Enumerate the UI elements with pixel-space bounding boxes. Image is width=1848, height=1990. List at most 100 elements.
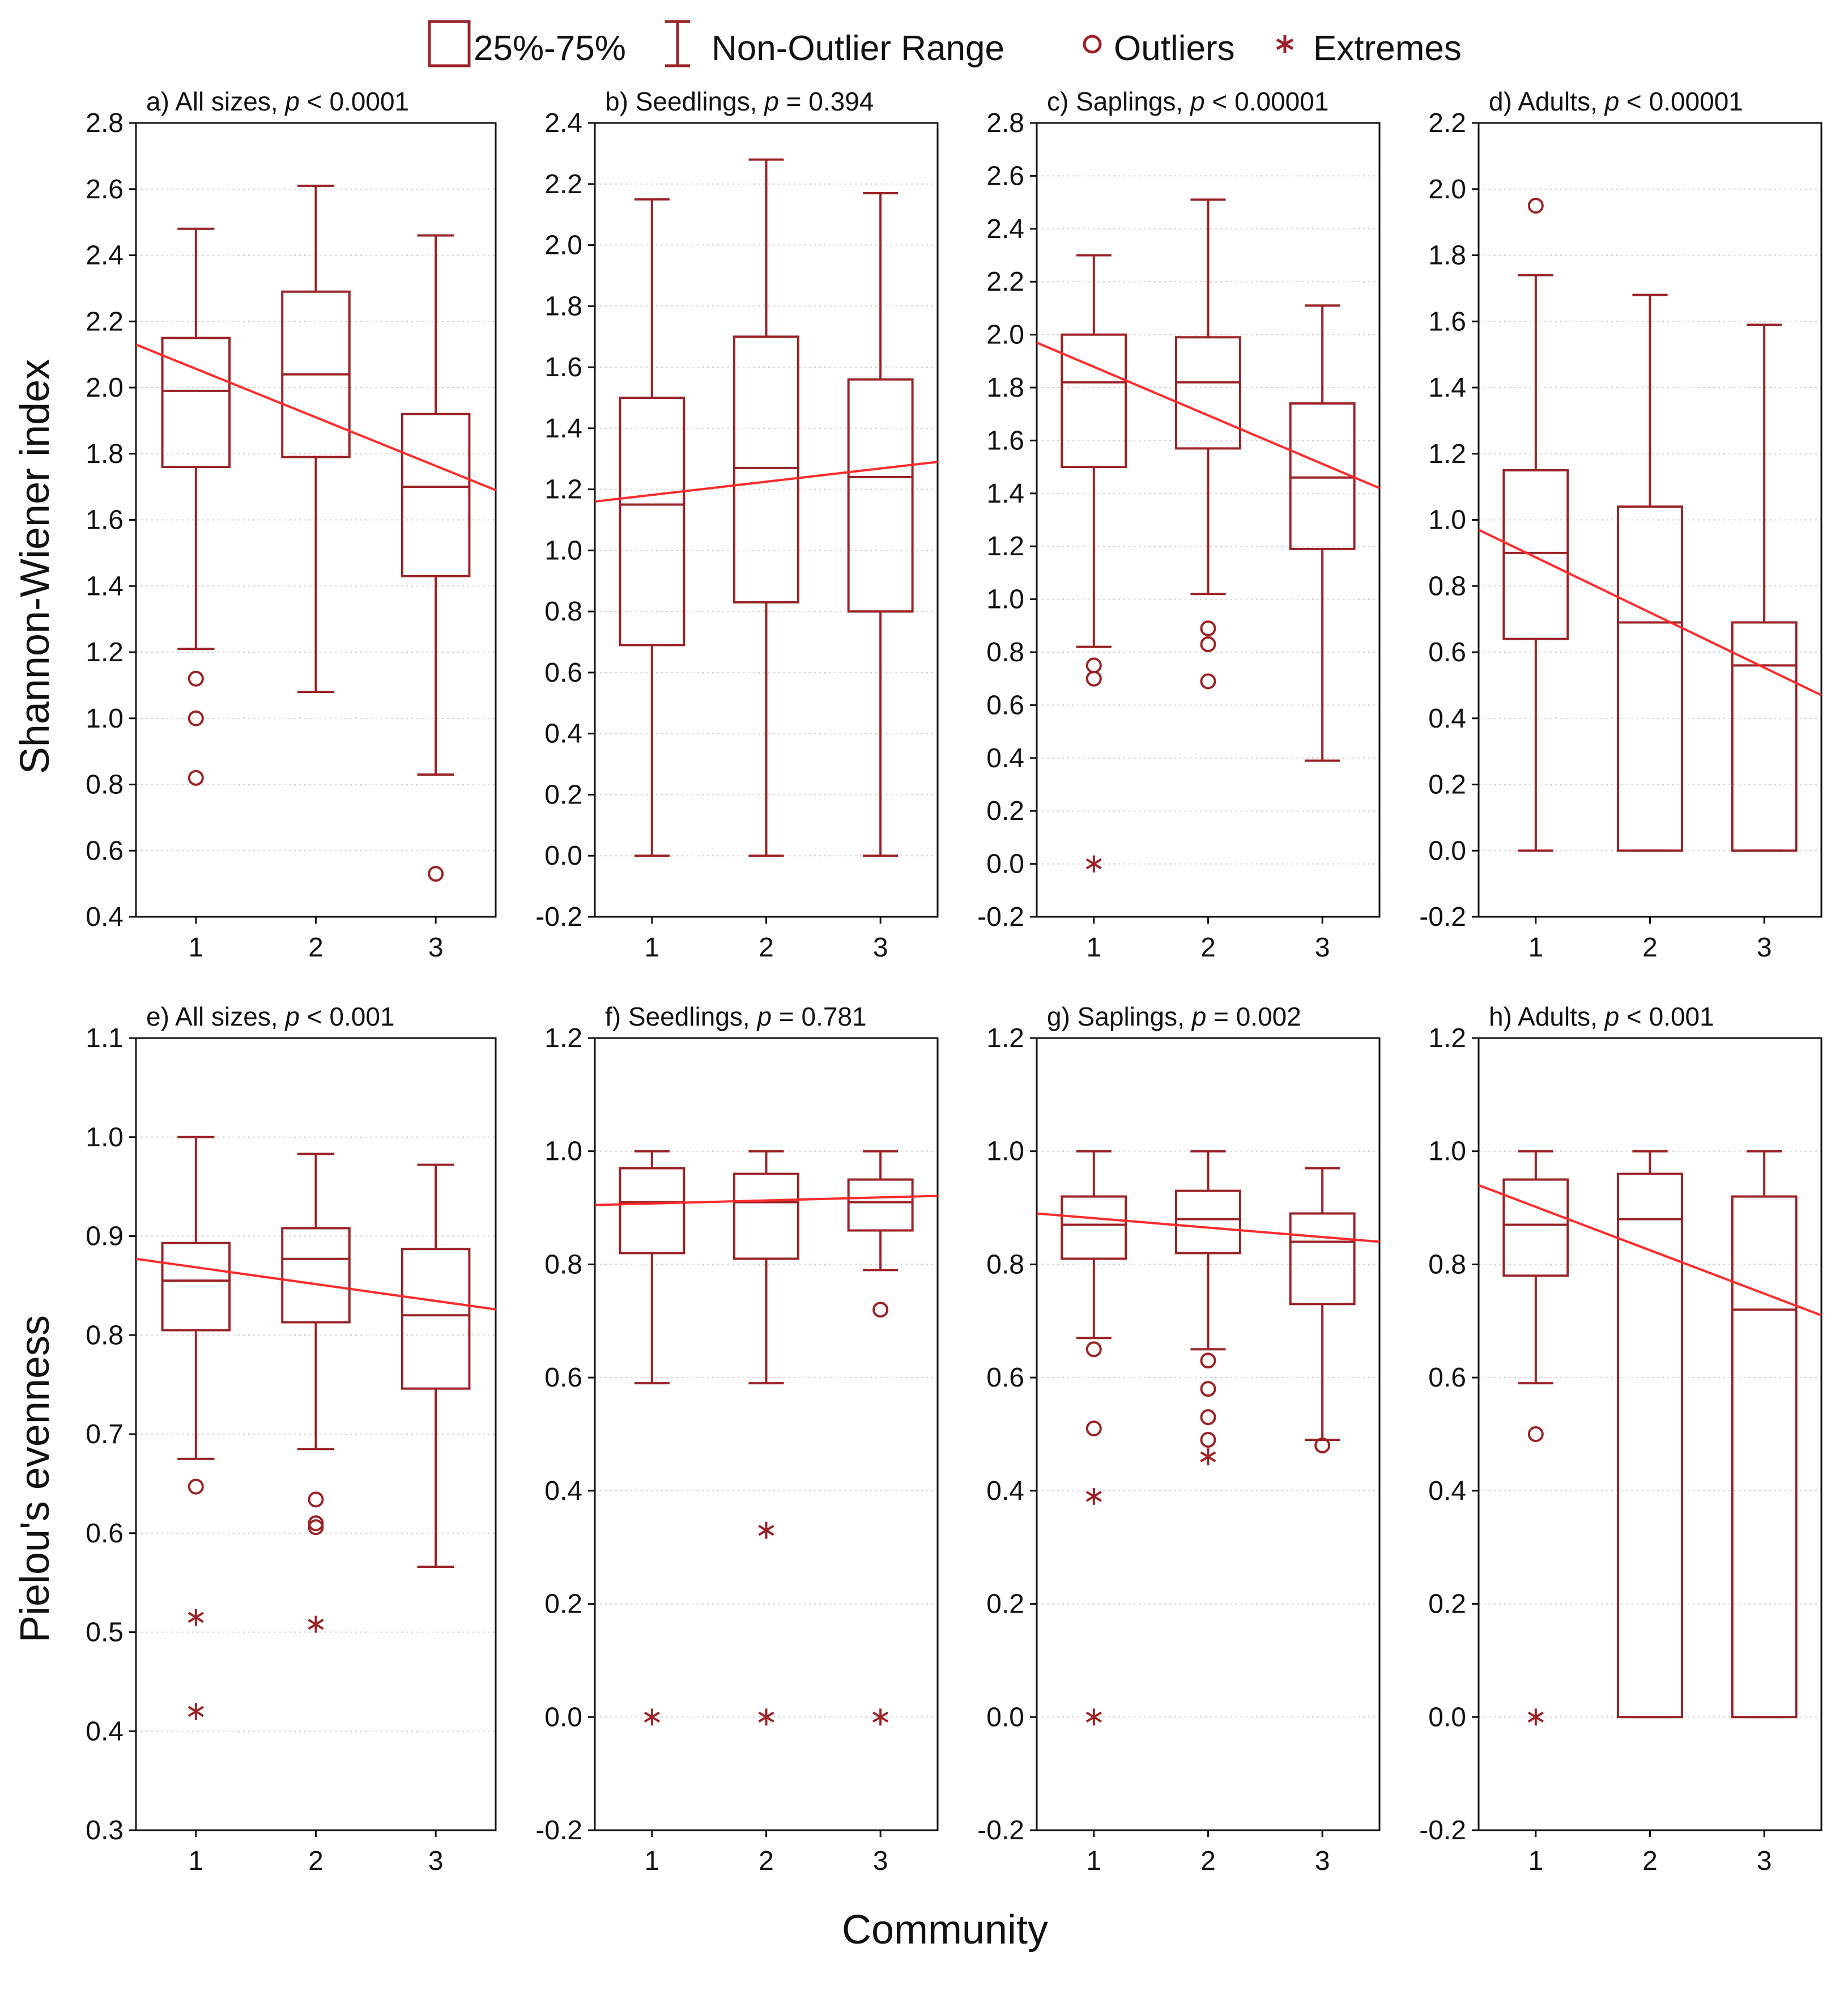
legend-whisker-label: Non-Outlier Range <box>712 29 1004 68</box>
iqr-box <box>1289 402 1356 550</box>
y-tick-label: 0.4 <box>544 719 582 749</box>
extreme-stroke <box>758 1711 774 1723</box>
x-tick-label: 3 <box>1315 1846 1330 1876</box>
p-symbol: p <box>763 87 779 116</box>
iqr-box <box>1617 1172 1683 1719</box>
outlier-point <box>1200 636 1216 652</box>
y-tick-label: 0.0 <box>986 849 1024 879</box>
y-tick-label: 0.4 <box>986 1476 1024 1506</box>
panel-title-text: g) Saplings, <box>1047 1002 1192 1031</box>
y-tick-label: 0.8 <box>86 1320 124 1350</box>
panel-title-text: a) All sizes, <box>146 87 285 116</box>
p-comparison: = 0.002 <box>1206 1002 1301 1031</box>
y-tick-label: 0.8 <box>1428 571 1466 601</box>
panel-p-value: p = 0.394 <box>763 87 874 116</box>
y-tick-label: 1.4 <box>986 479 1024 509</box>
outlier-point <box>1200 1381 1216 1397</box>
y-tick-label: 1.2 <box>544 1023 582 1053</box>
extreme-point <box>1527 1708 1544 1726</box>
x-tick-label: 2 <box>759 933 774 963</box>
box-category-2 <box>281 184 351 694</box>
outlier-point <box>1527 1426 1544 1442</box>
outlier-point <box>188 769 204 786</box>
trend-line <box>1036 341 1380 490</box>
legend-outlier-label: Outliers <box>1114 29 1235 68</box>
y-tick-label: 0.2 <box>1428 770 1466 800</box>
y-tick-label: -0.2 <box>977 902 1024 932</box>
p-symbol: p <box>1604 1002 1620 1031</box>
trend-line <box>594 461 938 503</box>
panel-p-value: p < 0.001 <box>284 1002 394 1031</box>
trend-line <box>1478 529 1822 696</box>
y-tick-label: 2.4 <box>86 241 124 271</box>
y-tick-label: 0.2 <box>1428 1589 1466 1619</box>
box-category-1 <box>1061 254 1127 873</box>
y-tick-label: 1.6 <box>986 426 1024 456</box>
outlier-point <box>308 1491 324 1508</box>
outlier-point <box>1200 1431 1216 1448</box>
trend-line <box>1478 1184 1822 1317</box>
legend-extreme-label: Extremes <box>1313 29 1462 68</box>
iqr-box <box>1061 1195 1127 1260</box>
y-tick-label: 2.2 <box>86 307 124 337</box>
panel-p-value: p = 0.781 <box>756 1002 866 1031</box>
y-tick-label: 0.6 <box>86 836 124 866</box>
extreme-stroke <box>188 1706 204 1717</box>
x-tick-label: 2 <box>759 1846 774 1876</box>
panel-7: -0.2 0.0 0.2 0.4 0.6 0.8 1.0 1.2 1 2 3 g) Saplings,… <box>977 1002 1381 1876</box>
y-tick-label: 2.6 <box>86 175 124 205</box>
y-tick-label: -0.2 <box>535 902 582 932</box>
x-tick-label: 2 <box>1642 933 1658 963</box>
extreme-point <box>1085 1487 1102 1505</box>
box-category-3 <box>1731 1150 1798 1719</box>
trend-line <box>594 1194 938 1206</box>
panel-2: -0.2 0.0 0.2 0.4 0.6 0.8 1.0 1.2 1.4 1.6 1.8 2.0 2.2… <box>535 87 939 963</box>
outlier-point <box>1200 673 1216 690</box>
extreme-stroke <box>758 1525 774 1536</box>
x-tick-label: 1 <box>1528 933 1543 963</box>
panel-title-text: d) Adults, <box>1489 87 1605 116</box>
box-category-3 <box>401 1163 471 1568</box>
row2-ylabel: Pielou's evenness <box>12 1315 58 1643</box>
p-symbol: p <box>1191 1002 1207 1031</box>
y-tick-label: 1.8 <box>86 439 124 469</box>
iqr-box <box>733 1172 799 1260</box>
outlier-point <box>1085 1341 1102 1358</box>
extreme-point <box>758 1521 774 1539</box>
y-tick-label: 2.0 <box>86 373 124 403</box>
y-tick-label: 1.2 <box>544 475 582 505</box>
iqr-box <box>401 1248 471 1390</box>
y-tick-label: 1.2 <box>986 531 1024 562</box>
panel-title-text: c) Saplings, <box>1047 87 1190 116</box>
y-tick-label: 0.9 <box>86 1222 124 1252</box>
x-tick-label: 1 <box>188 1846 203 1876</box>
panels: 0.4 0.6 0.8 1.0 1.2 1.4 1.6 1.8 2.0 2.2 2.4 2.6 2.8 1… <box>86 87 1823 1876</box>
y-tick-label: 1.2 <box>86 637 124 667</box>
box-category-2 <box>733 158 799 857</box>
panel-5: 0.3 0.4 0.5 0.6 0.7 0.8 0.9 1.0 1.1 1 2 3 e) All siz… <box>86 1002 497 1876</box>
y-tick-label: 0.3 <box>86 1815 124 1846</box>
outlier-point <box>1085 1421 1102 1437</box>
y-tick-label: 2.6 <box>986 161 1024 191</box>
y-tick-label: 1.8 <box>1428 241 1466 271</box>
outlier-point <box>1200 1353 1216 1369</box>
y-tick-label: 0.0 <box>1428 1702 1466 1732</box>
y-tick-label: 1.4 <box>1428 373 1466 403</box>
x-tick-label: 2 <box>1642 1846 1658 1876</box>
box-category-1 <box>161 227 231 786</box>
y-tick-label: 0.2 <box>986 796 1024 826</box>
y-tick-label: 0.5 <box>86 1618 124 1648</box>
y-tick-label: 2.2 <box>1428 108 1466 138</box>
y-tick-label: 0.6 <box>544 1363 582 1393</box>
extreme-stroke <box>644 1711 660 1723</box>
x-tick-label: 2 <box>308 933 323 963</box>
iqr-box <box>161 337 231 469</box>
iqr-box <box>401 413 471 577</box>
iqr-box <box>619 396 685 647</box>
y-tick-label: 2.0 <box>544 231 582 261</box>
extreme-stroke <box>1200 1451 1216 1462</box>
extreme-point <box>1085 855 1102 873</box>
iqr-box <box>847 378 914 613</box>
y-tick-label: 0.0 <box>544 841 582 871</box>
